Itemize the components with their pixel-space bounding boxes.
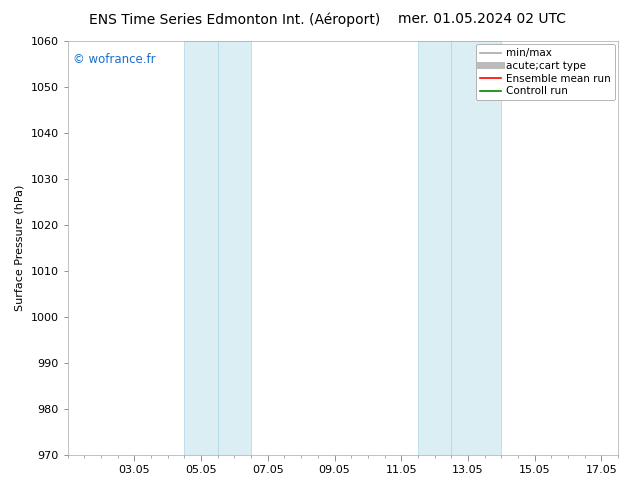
Y-axis label: Surface Pressure (hPa): Surface Pressure (hPa): [15, 185, 25, 311]
Bar: [451, 41, 501, 455]
Text: © wofrance.fr: © wofrance.fr: [73, 53, 156, 67]
Text: ENS Time Series Edmonton Int. (Aéroport): ENS Time Series Edmonton Int. (Aéroport): [89, 12, 380, 27]
Legend: min/max, acute;cart type, Ensemble mean run, Controll run: min/max, acute;cart type, Ensemble mean …: [476, 44, 615, 100]
Bar: [184, 41, 218, 455]
Bar: [418, 41, 451, 455]
Bar: [218, 41, 251, 455]
Text: mer. 01.05.2024 02 UTC: mer. 01.05.2024 02 UTC: [398, 12, 566, 26]
